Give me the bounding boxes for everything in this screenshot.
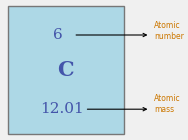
Text: 12.01: 12.01 [40, 102, 84, 116]
Text: Atomic
number: Atomic number [154, 21, 184, 41]
FancyBboxPatch shape [8, 6, 124, 134]
Text: 6: 6 [53, 28, 63, 42]
Text: Atomic
mass: Atomic mass [154, 94, 181, 114]
Text: C: C [58, 60, 74, 80]
